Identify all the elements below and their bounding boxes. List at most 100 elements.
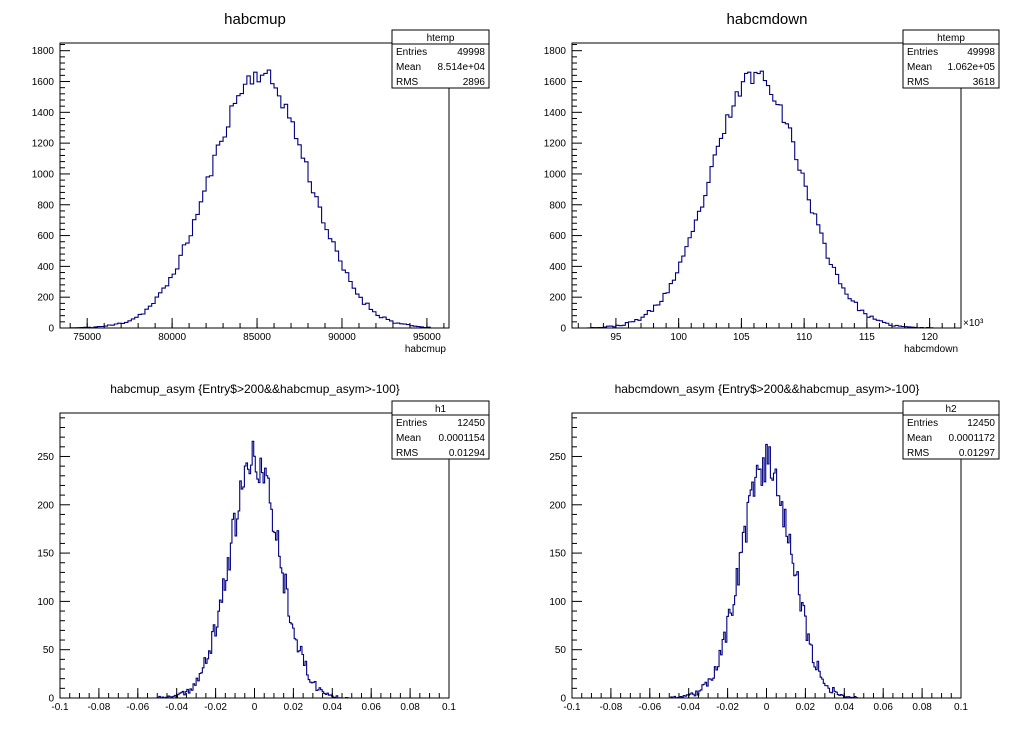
- x-tick-label: 95000: [413, 332, 441, 343]
- y-tick-label: 1200: [32, 139, 55, 150]
- histogram-line: [669, 443, 861, 699]
- stats-value: 0.01297: [959, 448, 996, 459]
- y-tick-label: 1800: [32, 46, 55, 57]
- stats-box: [902, 400, 1000, 460]
- stats-label: RMS: [907, 448, 930, 459]
- panel-3: habcmup_asym {Entry$>200&&habcmup_asym>-…: [37, 382, 490, 713]
- stats-label: Mean: [907, 62, 932, 73]
- stats-box: [902, 29, 1000, 89]
- y-tick-label: 150: [549, 549, 566, 560]
- stats-label: RMS: [396, 448, 419, 459]
- y-tick-label: 150: [37, 549, 54, 560]
- x-tick-label: 0: [764, 702, 770, 713]
- x-tick-label: 0.04: [323, 702, 343, 713]
- chart-title: habcmup_asym {Entry$>200&&habcmup_asym>-…: [110, 382, 400, 396]
- y-tick-label: 400: [549, 262, 566, 273]
- histogram-line: [584, 70, 936, 329]
- x-tick-label: -0.04: [677, 702, 700, 713]
- stats-name: h2: [945, 404, 957, 415]
- stats-name: h1: [435, 404, 447, 415]
- stats-value: 49998: [967, 47, 995, 58]
- y-tick-label: 0: [560, 324, 566, 335]
- y-tick-label: 50: [43, 645, 55, 656]
- stats-value: 12450: [457, 418, 485, 429]
- x-tick-label: 90000: [328, 332, 356, 343]
- y-tick-label: 100: [549, 597, 566, 608]
- plot-frame: [59, 412, 450, 699]
- y-tick-label: 400: [37, 262, 54, 273]
- stats-value: 49998: [457, 47, 485, 58]
- x-tick-label: -0.06: [638, 702, 661, 713]
- y-tick-label: 1000: [32, 169, 55, 180]
- panel-1: habcmup 0 200 400 600 800 1000 1200 1400 1600 1800…: [32, 11, 490, 355]
- x-tick-label: 0.06: [873, 702, 893, 713]
- stats-value: 12450: [967, 418, 995, 429]
- y-tick-label: 200: [549, 293, 566, 304]
- x-tick-label: 0.04: [835, 702, 855, 713]
- stats-label: Entries: [907, 47, 938, 58]
- histogram-line: [156, 440, 350, 699]
- y-tick-label: 1400: [544, 108, 567, 119]
- x-tick-label: 100: [670, 332, 687, 343]
- histogram-line: [69, 69, 431, 329]
- x-tick-label: 0.02: [796, 702, 816, 713]
- x-tick-label: -0.02: [716, 702, 739, 713]
- stats-label: RMS: [907, 77, 930, 88]
- panel-4: habcmdown_asym {Entry$>200&&habcmup_asym…: [549, 382, 1000, 713]
- x-tick-label: 0.08: [912, 702, 932, 713]
- y-tick-label: 1200: [544, 139, 567, 150]
- y-tick-label: 0: [48, 324, 54, 335]
- y-tick-label: 600: [37, 231, 54, 242]
- y-tick-label: 200: [37, 293, 54, 304]
- x-tick-label: -0.08: [88, 702, 111, 713]
- x-tick-label: -0.1: [563, 702, 581, 713]
- x-tick-label: -0.06: [126, 702, 149, 713]
- stats-value: 2896: [463, 77, 486, 88]
- chart-title: habcmup: [224, 11, 286, 28]
- x-tick-label: 105: [733, 332, 750, 343]
- y-tick-label: 800: [37, 200, 54, 211]
- stats-value: 0.0001154: [438, 433, 485, 444]
- x-tick-label: -0.1: [51, 702, 69, 713]
- y-tick-label: 800: [549, 200, 566, 211]
- stats-value: 1.062e+05: [947, 62, 995, 73]
- panel-2: habcmdown 0 200 400 600 800 1000 1200 1400 1600 18…: [544, 11, 1000, 355]
- x-axis-label: habcmdown: [904, 344, 958, 355]
- x-tick-label: 0.06: [361, 702, 381, 713]
- x-tick-label: 110: [796, 332, 812, 343]
- x-axis-label: habcmup: [405, 344, 447, 355]
- chart-title: habcmdown_asym {Entry$>200&&habcmup_asym…: [615, 382, 920, 396]
- stats-label: Entries: [396, 47, 427, 58]
- y-tick-label: 200: [549, 500, 566, 511]
- stats-name: htemp: [937, 33, 965, 44]
- stats-box: [391, 400, 490, 460]
- x-tick-label: 115: [859, 332, 875, 343]
- x-tick-label: 0: [252, 702, 258, 713]
- x-tick-label: 0.1: [954, 702, 968, 713]
- x-tick-label: 120: [921, 332, 938, 343]
- stats-label: Mean: [396, 433, 421, 444]
- x-tick-label: 95: [610, 332, 622, 343]
- x-tick-label: 75000: [73, 332, 101, 343]
- x-tick-label: 0.1: [442, 702, 456, 713]
- x-tick-label: -0.08: [600, 702, 623, 713]
- x-tick-label: 85000: [243, 332, 271, 343]
- y-tick-label: 1800: [544, 46, 567, 57]
- y-tick-label: 250: [37, 452, 54, 463]
- stats-label: RMS: [396, 77, 419, 88]
- plot-frame: [59, 42, 450, 329]
- y-tick-label: 250: [549, 452, 566, 463]
- y-tick-label: 1400: [32, 108, 55, 119]
- x-axis-multiplier: ×10³: [963, 318, 984, 329]
- stats-value: 0.01294: [449, 448, 486, 459]
- stats-value: 0.0001172: [948, 433, 995, 444]
- y-tick-label: 1600: [32, 77, 55, 88]
- x-tick-label: 80000: [158, 332, 186, 343]
- y-tick-label: 1600: [544, 77, 567, 88]
- stats-label: Entries: [907, 418, 938, 429]
- chart-title: habcmdown: [727, 11, 808, 28]
- y-tick-label: 100: [37, 597, 54, 608]
- stats-box: [391, 29, 490, 89]
- y-tick-label: 200: [37, 500, 54, 511]
